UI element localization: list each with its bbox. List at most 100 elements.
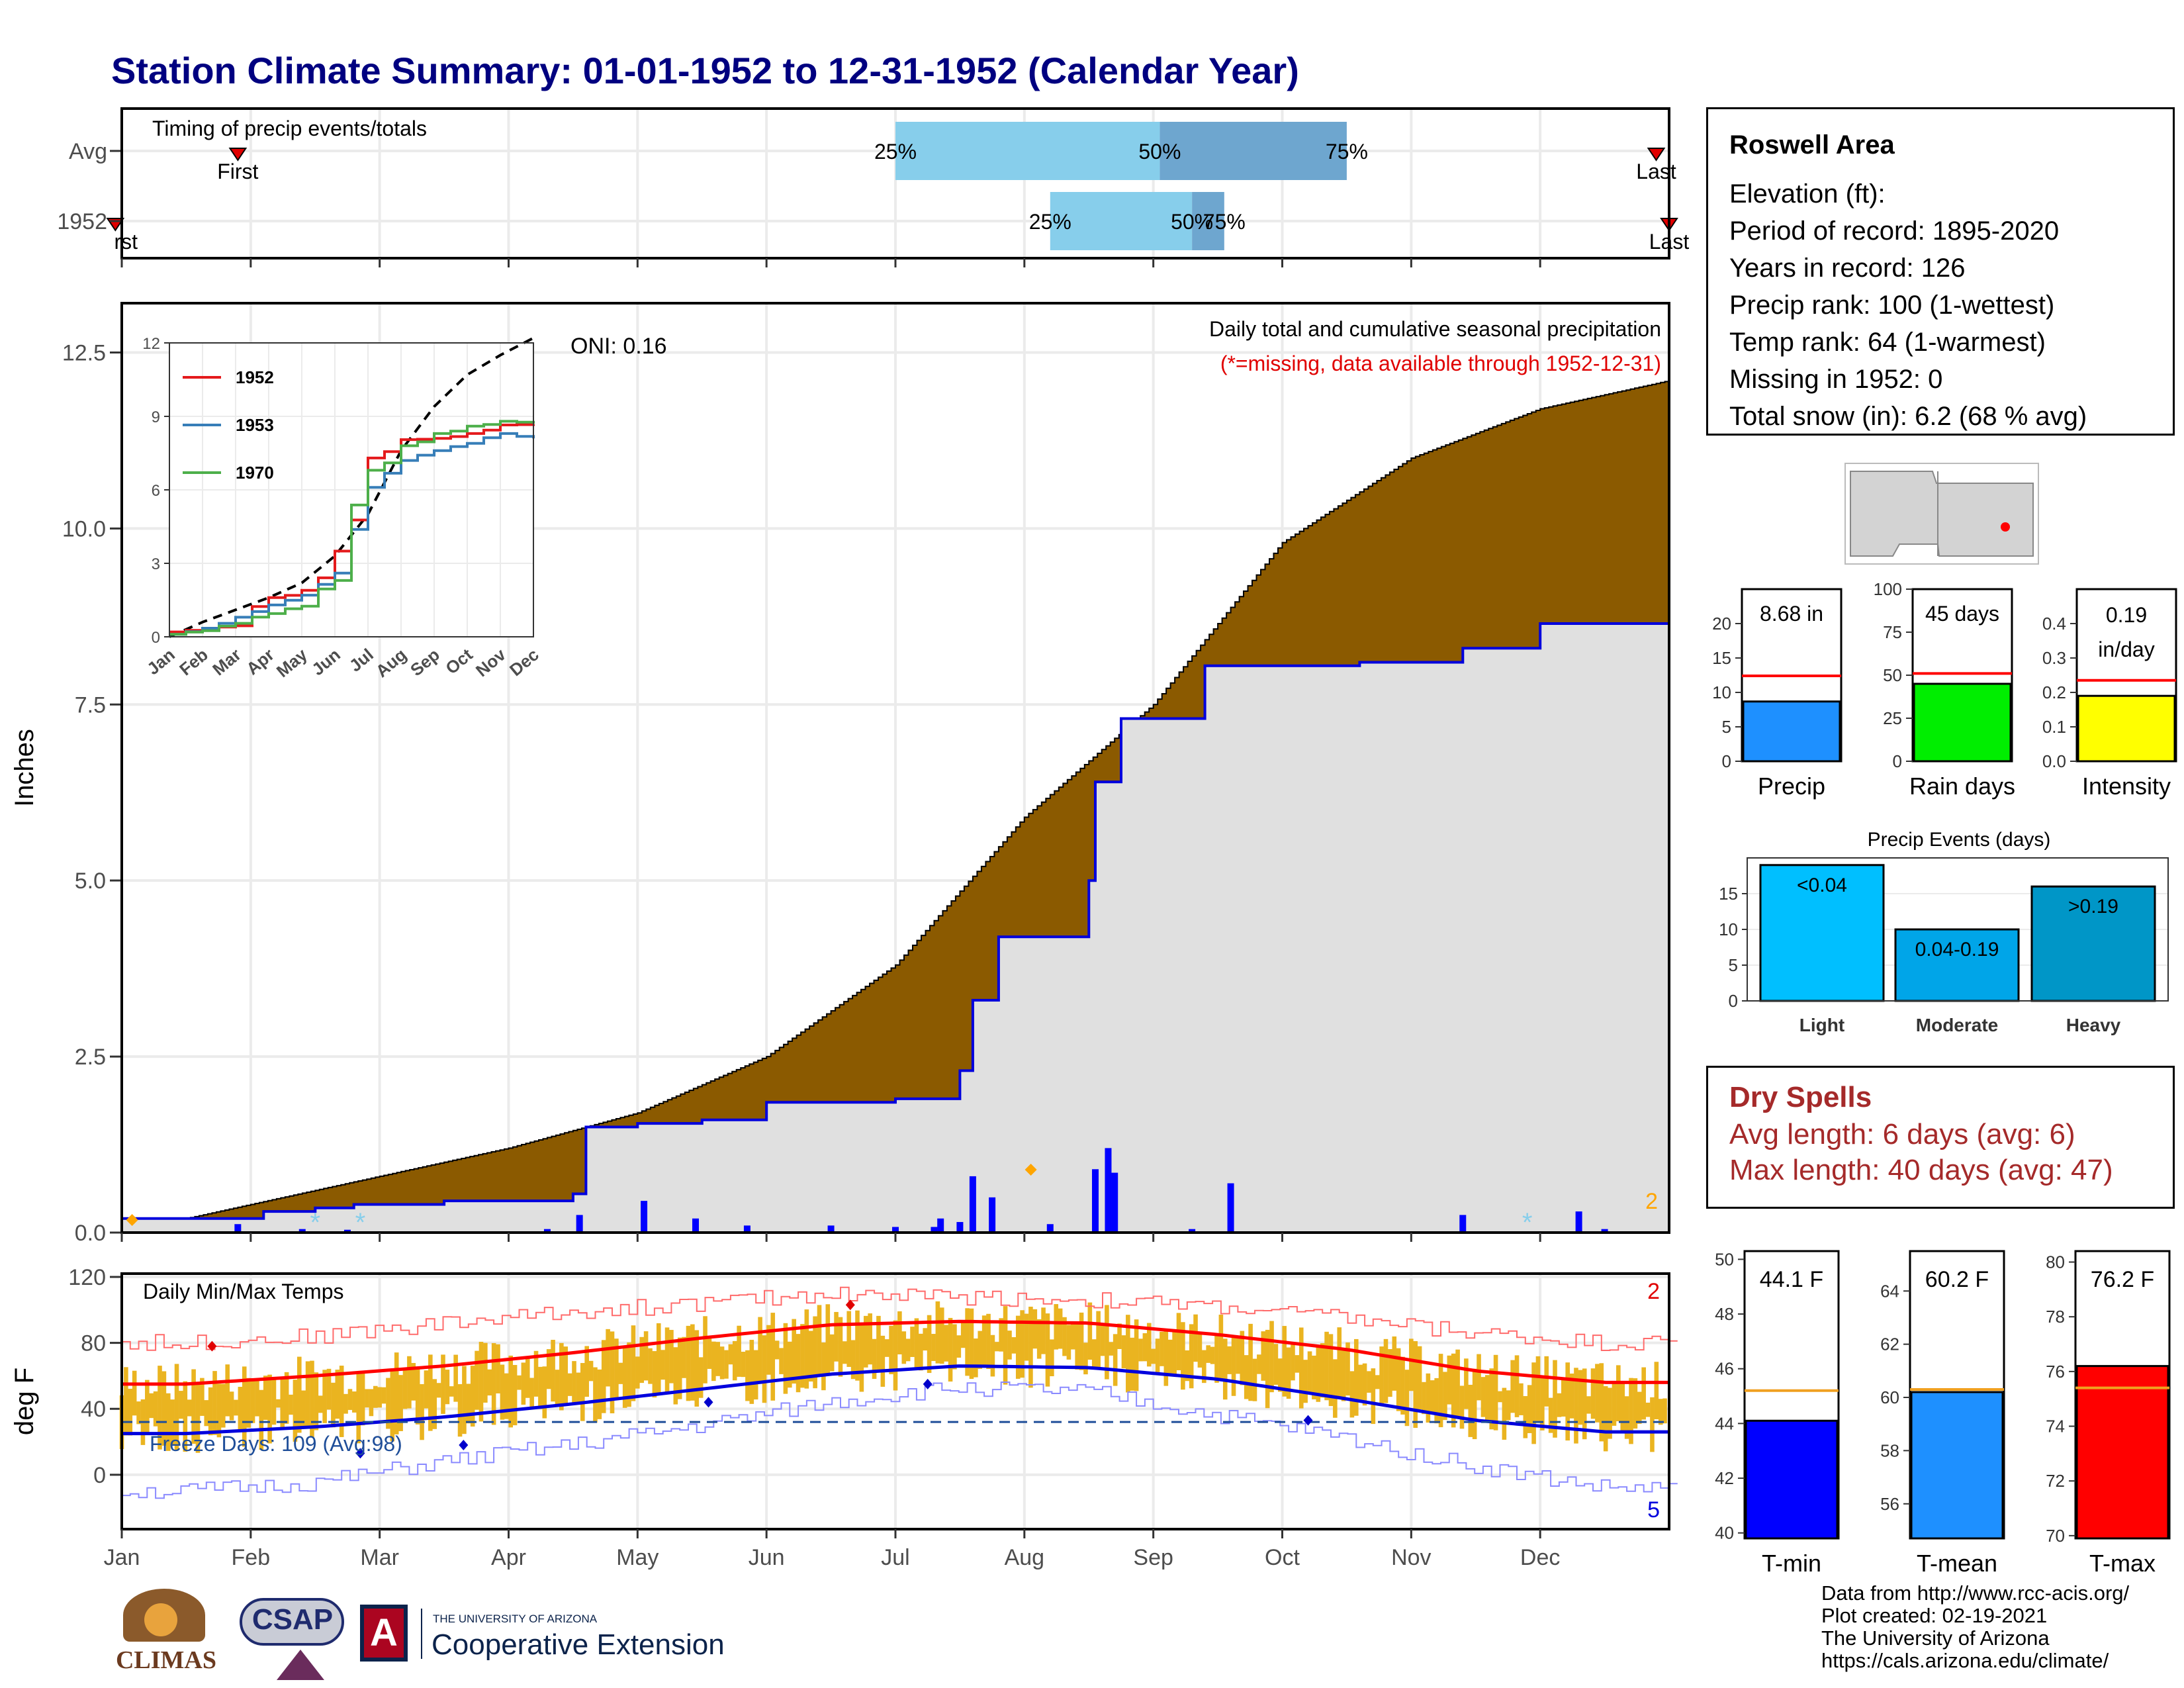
daily-temp-range-bar	[931, 1334, 936, 1362]
daily-temp-range-bar	[1282, 1326, 1287, 1397]
daily-temp-range-bar	[1455, 1349, 1460, 1419]
daily-temp-range-bar	[1574, 1368, 1578, 1444]
daily-temp-range-bar	[234, 1399, 238, 1416]
daily-temp-range-bar	[525, 1356, 530, 1398]
daily-temp-range-bar	[897, 1311, 902, 1355]
ua-big-text: Cooperative Extension	[432, 1628, 725, 1661]
daily-temp-range-bar	[124, 1367, 128, 1436]
daily-temp-range-bar	[1472, 1368, 1477, 1440]
temp-summary-tick-label: 70	[2046, 1526, 2065, 1546]
daily-temp-range-bar	[1307, 1351, 1312, 1392]
max-precip-marker-icon	[126, 1214, 138, 1226]
event-bar-label: >0.19	[2068, 896, 2118, 917]
daily-temp-range-bar	[800, 1324, 805, 1388]
daily-temp-range-bar	[1003, 1306, 1008, 1385]
timing-bar-25-50	[1050, 192, 1193, 250]
daily-temp-range-bar	[741, 1352, 746, 1378]
temp-panel-title: Daily Min/Max Temps	[143, 1280, 343, 1303]
daily-temp-range-bar	[132, 1370, 137, 1416]
daily-temp-range-bar	[1430, 1380, 1435, 1413]
temp-summary-tick-label: 64	[1880, 1281, 1899, 1301]
daily-temp-range-bar	[694, 1330, 700, 1407]
precip-summary-label: Intensity	[2082, 773, 2171, 800]
daily-temp-range-bar	[572, 1361, 576, 1404]
daily-temp-range-bar	[1222, 1338, 1228, 1400]
daily-temp-range-bar	[960, 1321, 966, 1348]
daily-temp-range-bar	[758, 1317, 762, 1384]
daily-temp-range-bar	[1362, 1363, 1367, 1406]
precip-summary-value: 8.68 in	[1760, 602, 1823, 626]
daily-temp-range-bar	[1650, 1397, 1655, 1452]
daily-temp-range-bar	[825, 1304, 831, 1375]
daily-temp-range-bar	[1020, 1310, 1024, 1378]
daily-temp-range-bar	[500, 1364, 505, 1420]
daily-temp-range-bar	[1388, 1349, 1392, 1397]
daily-precip-bar	[892, 1227, 899, 1233]
record-low-marker-icon	[923, 1378, 933, 1389]
daily-temp-range-bar	[1535, 1356, 1541, 1421]
avg-max-temp-line	[122, 1319, 1669, 1386]
daily-temp-range-bar	[1599, 1363, 1604, 1442]
daily-temp-range-bar	[1163, 1331, 1169, 1386]
daily-temp-range-bar	[174, 1364, 179, 1450]
daily-temp-range-bar	[1417, 1346, 1422, 1410]
inset-legend-label: 1953	[236, 415, 274, 435]
month-tick-label: Jan	[104, 1545, 140, 1570]
daily-temp-range-bar	[627, 1342, 631, 1407]
daily-temp-range-bar	[1286, 1347, 1291, 1399]
daily-temp-range-bar	[1189, 1324, 1194, 1389]
daily-temp-range-bar	[183, 1381, 188, 1452]
timing-panel-label: Timing of precip events/totals	[152, 117, 427, 140]
daily-precip-bar	[827, 1225, 835, 1233]
inset-series-line-1970	[169, 420, 535, 636]
daily-temp-range-bar	[622, 1346, 627, 1408]
daily-temp-range-bar	[1291, 1344, 1295, 1381]
daily-precip-bar	[343, 1229, 351, 1233]
temp-summary-value: 76.2 F	[2091, 1267, 2154, 1292]
page-title: Station Climate Summary: 01-01-1952 to 1…	[111, 50, 1299, 91]
record-temp-line	[122, 1286, 1678, 1351]
main-y-tick-label: 12.5	[62, 340, 106, 365]
daily-temp-range-bar	[728, 1344, 733, 1365]
temp-summary-bar	[1910, 1391, 2004, 1540]
daily-temp-range-bar	[491, 1342, 496, 1425]
daily-temp-range-bar	[965, 1308, 970, 1376]
daily-temp-range-bar	[808, 1331, 813, 1382]
temp-summary-value: 44.1 F	[1760, 1267, 1823, 1292]
daily-temp-range-bar	[1510, 1360, 1515, 1413]
precip-summary-tick-label: 0.0	[2042, 751, 2066, 771]
precip-summary-tick-label: 10	[1712, 682, 1731, 702]
daily-temp-range-bar	[1160, 1331, 1164, 1366]
daily-temp-range-bar	[821, 1342, 826, 1391]
daily-temp-range-bar	[618, 1362, 623, 1384]
daily-temp-range-bar	[293, 1380, 298, 1442]
daily-temp-range-bar	[901, 1331, 907, 1364]
daily-temp-range-bar	[1083, 1342, 1088, 1375]
daily-temp-range-bar	[1527, 1385, 1532, 1433]
daily-temp-range-bar	[1548, 1397, 1553, 1433]
daily-temp-range-bar	[766, 1325, 771, 1375]
climas-wordmark: CLIMAS	[115, 1646, 217, 1674]
avg-min-temp-line	[122, 1364, 1669, 1436]
daily-temp-range-bar	[229, 1391, 234, 1421]
daily-temp-range-bar	[1091, 1339, 1097, 1368]
daily-temp-range-bar	[1176, 1313, 1181, 1370]
daily-temp-range-bar	[1257, 1354, 1261, 1374]
daily-temp-range-bar	[774, 1340, 780, 1360]
daily-temp-range-bar	[128, 1388, 133, 1436]
daily-temp-range-bar	[1480, 1377, 1486, 1417]
daily-temp-range-bar	[1523, 1396, 1528, 1438]
daily-temp-range-bar	[1138, 1338, 1143, 1362]
daily-temp-range-bar	[1328, 1334, 1334, 1407]
daily-temp-range-bar	[711, 1341, 716, 1382]
daily-temp-range-bar	[1553, 1360, 1557, 1438]
daily-temp-range-bar	[914, 1318, 919, 1368]
temp-y-axis-title: deg F	[10, 1368, 39, 1435]
daily-temp-range-bar	[660, 1350, 665, 1380]
daily-precip-bar	[298, 1229, 306, 1233]
daily-temp-range-bar	[563, 1346, 569, 1404]
daily-temp-range-bar	[1218, 1315, 1224, 1380]
daily-temp-range-bar	[1100, 1325, 1105, 1356]
obs-cumulative-line	[122, 621, 1670, 1220]
